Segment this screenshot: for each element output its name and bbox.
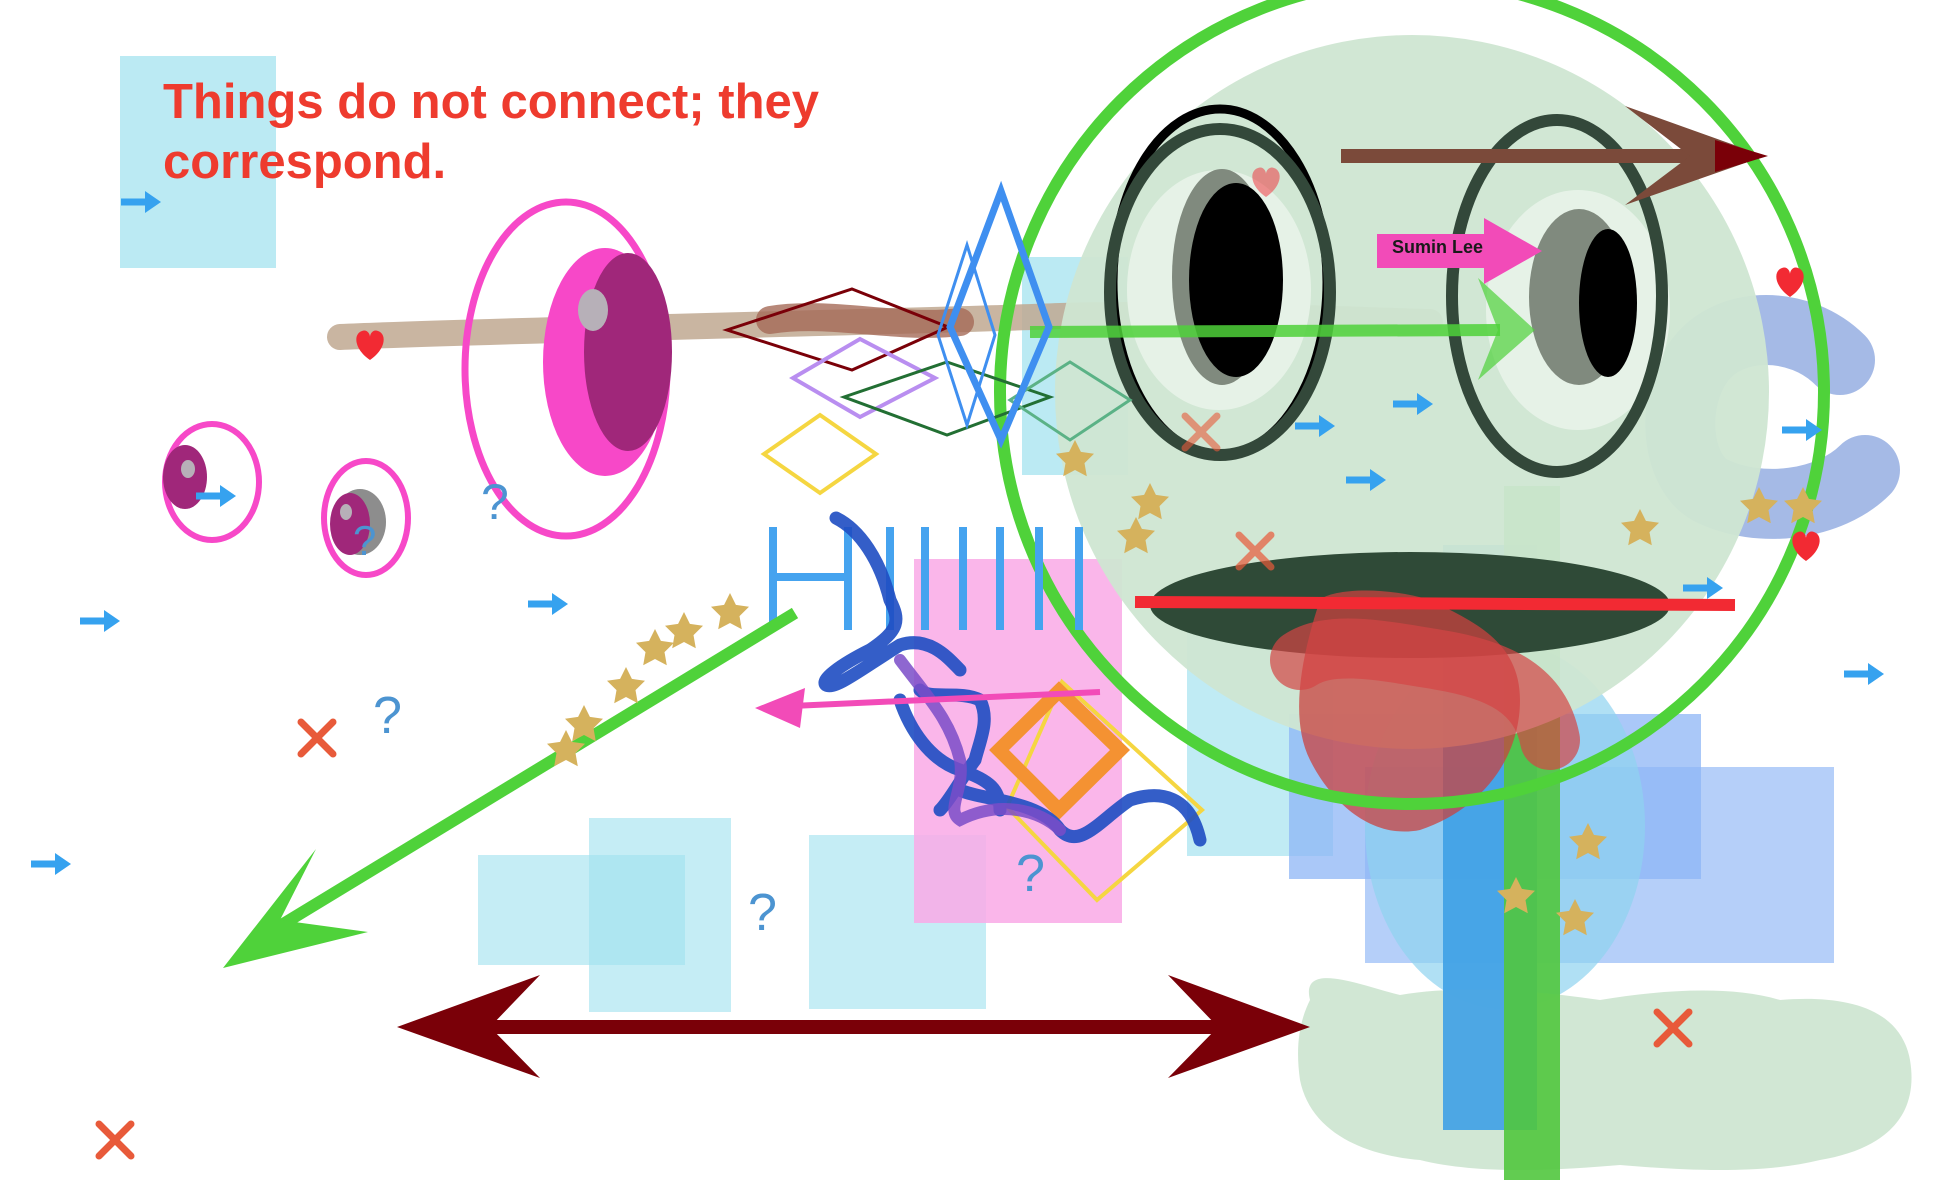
pink-eye-glint <box>578 289 608 331</box>
red-mouth-line <box>1134 596 1736 611</box>
diamond-outline <box>789 336 940 420</box>
green-diagonal-head <box>223 849 368 968</box>
pink-eye-ring-small <box>321 458 411 578</box>
purple-scribble <box>894 654 1066 836</box>
diamond-outline <box>1004 678 1206 903</box>
face-pupil-left <box>1189 183 1283 377</box>
question-mark-icon: ? <box>748 884 777 942</box>
tall-diamond <box>946 180 1053 449</box>
name-tag-body <box>1377 234 1487 268</box>
pink-eye-glint-small <box>340 504 352 520</box>
heart-icon <box>1776 267 1804 297</box>
diamond-outline <box>1007 360 1133 442</box>
orange-diamond <box>989 681 1131 820</box>
arrow-right-icon <box>80 610 120 632</box>
cyan-block <box>589 818 731 1012</box>
quote-text: Things do not connect; they correspond. <box>163 75 820 189</box>
question-mark-icon: ? <box>1016 845 1045 903</box>
green-arrow-shaft <box>1029 324 1501 338</box>
arrow-right-icon <box>1844 663 1884 685</box>
double-arrow-head-right <box>1168 975 1310 1078</box>
pink-arrow-head <box>755 688 805 728</box>
tall-diamond <box>936 240 997 430</box>
pink-eye-pupil-small <box>330 493 370 555</box>
green-cloud <box>1298 978 1912 1170</box>
question-mark-icon: ? <box>373 687 402 745</box>
arrow-right-icon <box>528 593 568 615</box>
face-eye-right-ring <box>1446 114 1668 478</box>
blue-scribble <box>818 511 1207 847</box>
double-arrow-head-left <box>397 975 540 1078</box>
diamond-outline <box>839 360 1055 437</box>
x-mark-icon <box>99 1124 131 1156</box>
face-pupil-right <box>1579 229 1637 377</box>
heart-icon <box>1792 531 1820 561</box>
diamond-outline <box>722 287 952 372</box>
green-arrow-head <box>1478 278 1535 380</box>
x-mark-icon <box>301 722 333 754</box>
face-eye-left-ring <box>1104 123 1336 461</box>
question-mark-icon: ? <box>481 474 509 530</box>
diamond-outline <box>760 412 880 496</box>
pink-eye-glint-small <box>181 460 195 478</box>
red-brush-stroke <box>1270 618 1580 770</box>
face-outline-ring <box>994 0 1830 810</box>
brown-arrow-head <box>1625 106 1765 205</box>
name-tag-label: Sumin Lee <box>1392 237 1484 257</box>
pink-arrow-shaft <box>769 689 1101 710</box>
dark-red-arrow-tip <box>1715 140 1768 172</box>
star-icon <box>636 629 674 666</box>
pink-eye-pupil <box>584 253 672 451</box>
cyan-block <box>120 56 276 268</box>
green-diagonal-shaft <box>266 607 799 938</box>
star-icon <box>607 667 645 704</box>
question-mark-icon: ? <box>353 517 376 564</box>
name-tag-head <box>1484 218 1542 284</box>
arrow-right-icon <box>31 853 71 875</box>
star-icon <box>711 593 749 630</box>
